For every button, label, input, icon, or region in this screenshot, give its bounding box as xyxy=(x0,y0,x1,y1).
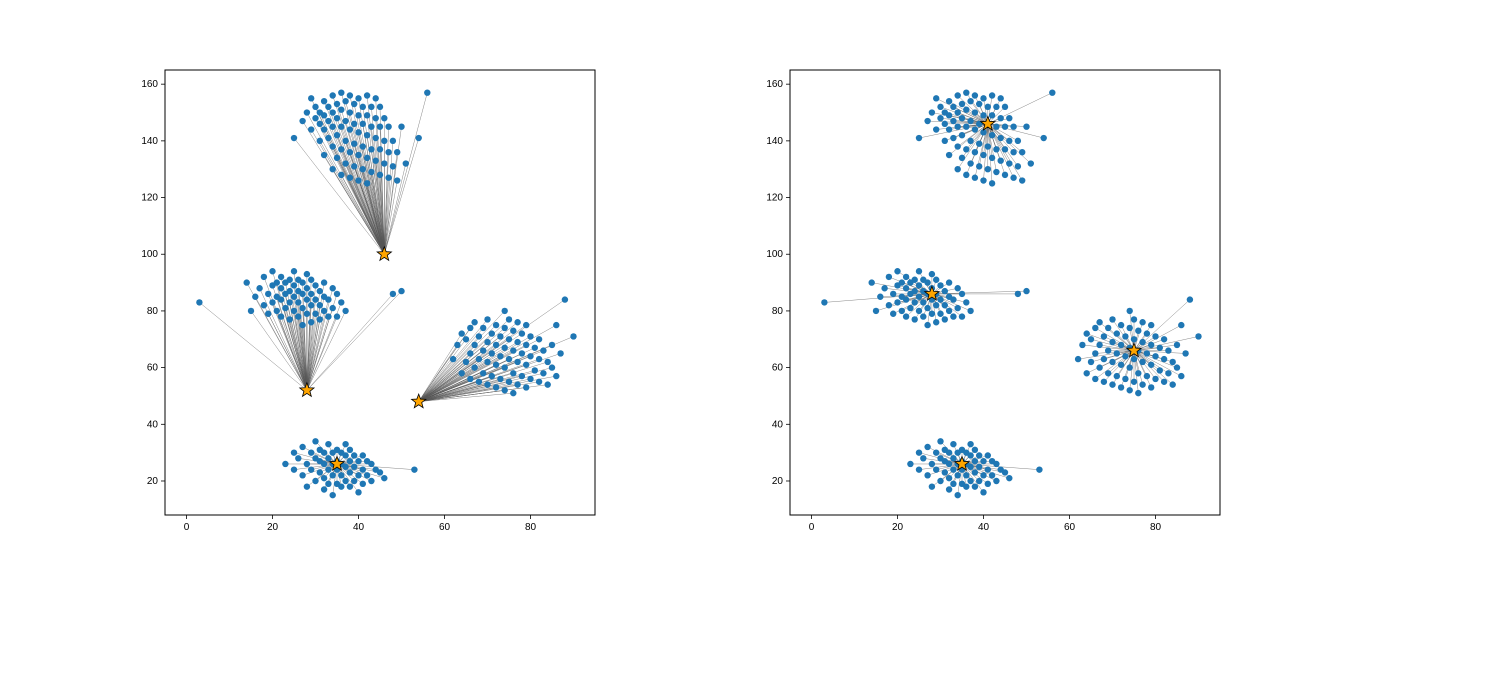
ytick-label: 60 xyxy=(147,363,159,374)
ytick-label: 140 xyxy=(141,136,158,147)
ytick-label: 100 xyxy=(141,249,158,260)
figure-svg: 0 20 40 60 80 20 40 60 80 100 120 140 160 0 20 40 60 80 20… xyxy=(0,0,1500,690)
panel-left: 0 20 40 60 80 20 40 60 80 100 120 140 160 xyxy=(141,70,595,533)
ytick-label: 140 xyxy=(766,136,783,147)
ytick-label: 160 xyxy=(766,79,783,90)
ytick-label: 80 xyxy=(772,306,784,317)
xtick-label: 40 xyxy=(978,522,990,533)
centroid-stars xyxy=(300,247,426,470)
ytick-label: 80 xyxy=(147,306,159,317)
ytick-label: 20 xyxy=(147,476,159,487)
xtick-label: 60 xyxy=(439,522,451,533)
xtick-label: 20 xyxy=(267,522,279,533)
centroid-star xyxy=(377,247,391,261)
ytick-label: 160 xyxy=(141,79,158,90)
xtick-label: 80 xyxy=(525,522,537,533)
axes-frame xyxy=(165,70,595,515)
xtick-label: 0 xyxy=(809,522,815,533)
ytick-label: 40 xyxy=(772,419,784,430)
ytick-label: 20 xyxy=(772,476,784,487)
ytick-label: 100 xyxy=(766,249,783,260)
panel-right: 0 20 40 60 80 20 40 60 80 100 120 140 160 xyxy=(766,70,1220,533)
xtick-label: 40 xyxy=(353,522,365,533)
xtick-label: 80 xyxy=(1150,522,1162,533)
xtick-label: 60 xyxy=(1064,522,1076,533)
ytick-label: 60 xyxy=(772,363,784,374)
ytick-label: 120 xyxy=(766,193,783,204)
axes-frame xyxy=(790,70,1220,515)
xtick-label: 0 xyxy=(184,522,190,533)
ytick-label: 120 xyxy=(141,193,158,204)
xtick-label: 20 xyxy=(892,522,904,533)
ytick-label: 40 xyxy=(147,419,159,430)
